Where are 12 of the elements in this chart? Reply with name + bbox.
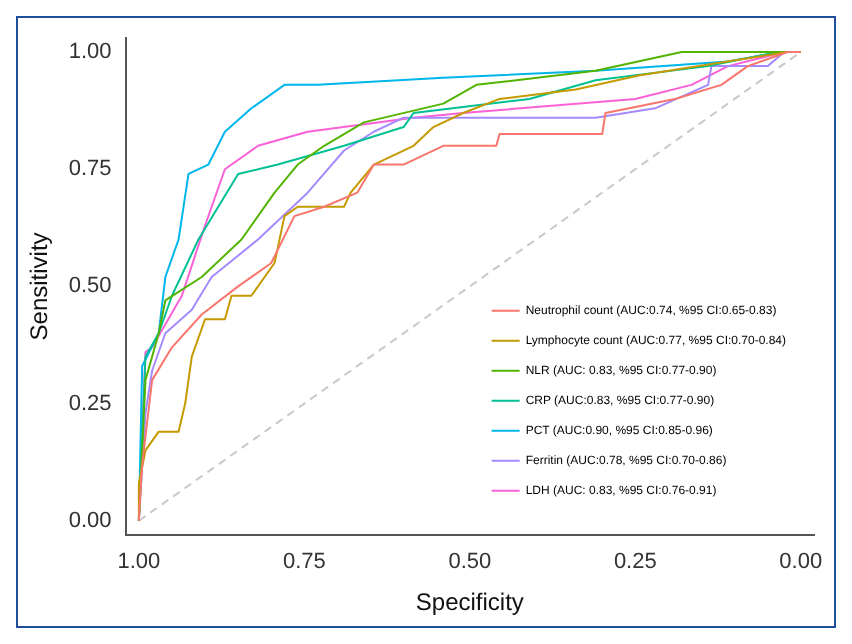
y-tick-label: 0.75 <box>68 157 112 182</box>
x-axis-title: Specificity <box>415 588 524 617</box>
y-tick-label: 0.50 <box>68 274 112 299</box>
x-tick-label: 0.75 <box>282 550 326 575</box>
x-tick-label: 1.00 <box>117 550 161 575</box>
y-axis-title: Sensitivity <box>25 232 54 341</box>
y-tick-label: 0.00 <box>68 508 112 533</box>
x-tick-label: 0.25 <box>613 550 657 575</box>
y-tick-label: 0.25 <box>68 391 112 416</box>
x-tick-label: 0.50 <box>448 550 492 575</box>
x-tick-label: 0.00 <box>779 550 823 575</box>
y-tick-label: 1.00 <box>68 40 112 65</box>
